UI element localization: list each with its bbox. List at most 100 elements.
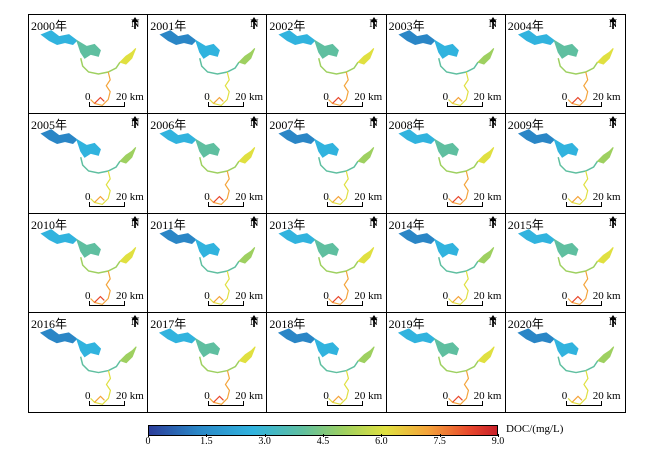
scale-end: 20 km: [235, 190, 263, 203]
year-label: 2000年: [31, 19, 68, 33]
reservoir-map: [40, 129, 137, 206]
arrow-up-icon: [250, 17, 258, 29]
scale-line: [565, 201, 602, 207]
year-label: 2005年: [31, 118, 68, 133]
scale-line: [327, 401, 364, 406]
scale-bar: 0 20 km: [204, 386, 266, 406]
arrow-up-icon: [489, 215, 497, 228]
arrow-up-icon: [609, 116, 617, 129]
scale-end: 20 km: [592, 289, 621, 302]
north-arrow: N: [368, 116, 380, 129]
reservoir-map: [40, 228, 137, 305]
arrow-up-icon: [609, 314, 617, 327]
year-label: 2010年: [31, 217, 68, 232]
year-label: 2004年: [507, 19, 544, 33]
legend-tick-label: 1.5: [200, 436, 213, 447]
north-arrow: N: [129, 17, 141, 29]
reservoir-map: [278, 129, 375, 206]
north-arrow: N: [248, 17, 260, 29]
reservoir-map: [39, 328, 137, 405]
scale-start: 0: [204, 289, 210, 302]
north-arrow: N: [487, 17, 499, 29]
scale-start: 0: [442, 289, 449, 302]
north-arrow: N: [129, 314, 141, 327]
scale-bar: 0 20 km: [323, 87, 385, 108]
arrow-up-icon: [609, 17, 617, 29]
scale-start: 0: [323, 390, 329, 402]
scale-line: [89, 102, 125, 108]
scale-bar: 0 20 km: [204, 187, 266, 207]
year-label: 2018年: [269, 316, 306, 331]
scale-start: 0: [204, 390, 210, 402]
north-arrow: N: [368, 17, 380, 29]
map-panel: 2020年 N 0 20 km: [506, 313, 625, 412]
reservoir-map: [159, 30, 256, 107]
scale-line: [446, 401, 483, 406]
north-arrow: N: [487, 215, 499, 228]
map-panel: 2015年 N 0 20 km: [505, 214, 625, 313]
reservoir-map: [278, 30, 375, 107]
scale-end: 20 km: [354, 390, 383, 402]
reservoir-map: [398, 129, 494, 206]
scale-start: 0: [561, 91, 568, 104]
scale-end: 20 km: [116, 390, 144, 402]
reservoir-map: [517, 228, 614, 305]
reservoir-map: [278, 328, 376, 405]
year-label: 2007年: [269, 118, 306, 133]
arrow-up-icon: [131, 116, 139, 129]
scale-start: 0: [442, 390, 449, 402]
scale-start: 0: [323, 190, 329, 203]
map-panel: 2018年 N 0 20 km: [267, 312, 387, 412]
north-arrow: N: [248, 215, 260, 228]
map-panel: 2016年 N 0 20 km: [29, 312, 149, 412]
scale-line: [565, 300, 602, 306]
year-label: 2020年: [507, 316, 544, 331]
reservoir-map: [398, 30, 494, 107]
map-panel: 2004年 N 0 20 km: [505, 15, 625, 115]
legend-tick-label: 0: [145, 436, 151, 447]
map-panel: 2017年 N 0 20 km: [148, 312, 268, 412]
year-label: 2001年: [150, 19, 187, 33]
reservoir-map: [159, 129, 256, 206]
scale-start: 0: [85, 390, 91, 402]
scale-line: [446, 300, 483, 306]
scale-line: [208, 201, 245, 207]
scale-end: 20 km: [354, 91, 383, 104]
scale-line: [327, 201, 364, 207]
north-arrow: N: [487, 314, 499, 327]
north-arrow: N: [607, 314, 619, 327]
arrow-up-icon: [609, 215, 617, 228]
arrow-up-icon: [370, 215, 378, 228]
year-label: 2002年: [269, 19, 306, 33]
scale-bar: 0 20 km: [443, 87, 505, 108]
arrow-up-icon: [250, 215, 258, 228]
scale-start: 0: [561, 289, 568, 302]
arrow-up-icon: [131, 17, 139, 29]
scale-bar: 0 20 km: [323, 286, 385, 306]
scale-end: 20 km: [473, 390, 502, 402]
map-panel: 2019年 N 0 20 km: [387, 312, 506, 412]
scale-bar: 0 20 km: [562, 286, 625, 306]
scale-end: 20 km: [473, 91, 502, 104]
arrow-up-icon: [370, 314, 378, 327]
scale-end: 20 km: [235, 91, 263, 104]
year-label: 2003年: [388, 19, 425, 33]
scale-line: [208, 401, 245, 406]
reservoir-map: [517, 30, 614, 107]
north-arrow: N: [129, 215, 141, 228]
scale-bar: 0 20 km: [323, 386, 385, 406]
arrow-up-icon: [131, 215, 139, 228]
scale-line: [565, 401, 602, 406]
reservoir-map: [517, 129, 614, 206]
scale-start: 0: [85, 190, 91, 203]
map-panel: 2008年 N 0 20 km: [386, 114, 506, 214]
map-panel: 2010年 N 0 20 km: [29, 213, 149, 313]
scale-start: 0: [323, 91, 329, 104]
scale-line: [89, 201, 125, 207]
map-panel: 2014年 N 0 20 km: [386, 213, 506, 313]
reservoir-map: [517, 328, 614, 405]
scale-line: [327, 300, 364, 306]
year-label: 2014年: [388, 217, 425, 232]
scale-line: [446, 102, 483, 108]
north-arrow: N: [248, 116, 260, 129]
